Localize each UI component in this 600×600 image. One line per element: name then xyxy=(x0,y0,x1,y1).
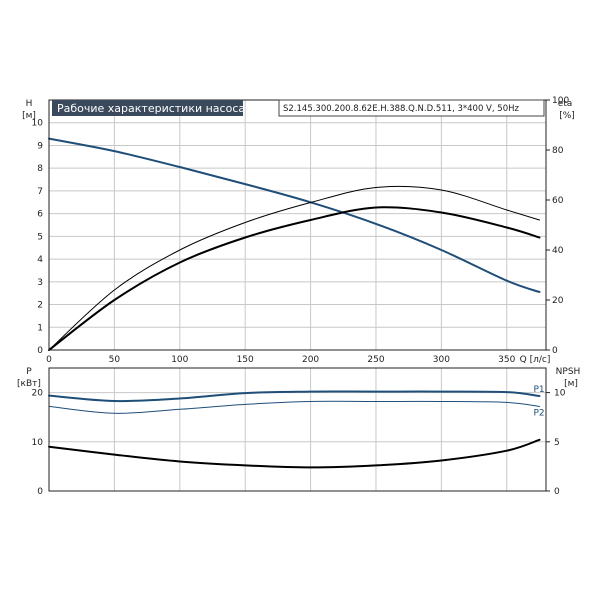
chart-subtitle-box xyxy=(278,99,545,117)
chart-title: Рабочие характеристики насоса xyxy=(57,102,245,115)
bottom-y2-tick-label: 5 xyxy=(554,438,560,448)
x-tick-label: 300 xyxy=(433,355,450,365)
bottom-y2-axis-label: NPSH xyxy=(556,367,581,377)
top-series-1-line xyxy=(48,185,540,351)
top-y2-tick-label: 0 xyxy=(552,346,558,356)
top-y2-axis-label: eta xyxy=(558,99,573,109)
top-y-tick-label: 5 xyxy=(37,232,43,242)
top-y-tick-label: 6 xyxy=(37,210,43,220)
top-y2-tick-label: 80 xyxy=(552,146,564,156)
top-y2-tick-label: 20 xyxy=(552,296,564,306)
bottom-series-0-line xyxy=(48,390,541,403)
bottom-y-tick-label: 10 xyxy=(32,438,44,448)
chart-subtitle: S2.145.300.200.8.62E.H.388.Q.N.D.511, 3*… xyxy=(283,104,519,114)
top-y-tick-label: 10 xyxy=(32,119,44,129)
top-y-axis-unit: [м] xyxy=(22,111,36,121)
top-y2-tick-label: 60 xyxy=(552,196,564,206)
bottom-series-2-line xyxy=(48,438,541,469)
bottom-plot-frame xyxy=(48,367,547,492)
bottom-series-1-line xyxy=(48,400,540,414)
x-tick-label: 0 xyxy=(46,355,52,365)
x-tick-label: 250 xyxy=(367,355,384,365)
series-layer xyxy=(48,137,541,469)
bottom-y2-tick-label: 0 xyxy=(554,487,560,497)
x-tick-label: 150 xyxy=(237,355,254,365)
x-tick-label: 200 xyxy=(302,355,319,365)
x-tick-label: 100 xyxy=(171,355,188,365)
grid-layer xyxy=(48,100,546,492)
bottom-y2-tick-label: 10 xyxy=(554,389,566,399)
top-y-tick-label: 1 xyxy=(37,323,43,333)
top-y-tick-label: 4 xyxy=(37,255,43,265)
top-y2-axis-unit: [%] xyxy=(559,111,575,121)
frame-layer xyxy=(48,99,550,492)
series-label-p2: P2 xyxy=(533,408,544,418)
top-series-2-line xyxy=(48,206,541,351)
top-y-tick-label: 8 xyxy=(37,164,43,174)
x-axis-label: Q [л/с] xyxy=(520,355,551,365)
top-y-tick-label: 3 xyxy=(37,278,43,288)
top-y2-tick-label: 40 xyxy=(552,246,564,256)
top-plot-frame xyxy=(48,99,547,351)
bottom-y-tick-label: 20 xyxy=(32,389,44,399)
bottom-y-tick-label: 0 xyxy=(37,487,43,497)
top-y-tick-label: 9 xyxy=(37,141,43,151)
bottom-y-axis-unit: [кВт] xyxy=(17,379,41,389)
top-y-axis-label: H xyxy=(26,99,33,109)
series-label-p1: P1 xyxy=(533,385,544,395)
top-y-tick-label: 0 xyxy=(37,346,43,356)
top-y-tick-label: 7 xyxy=(37,187,43,197)
x-tick-label: 350 xyxy=(498,355,515,365)
x-tick-label: 50 xyxy=(109,355,121,365)
top-series-0-line xyxy=(48,137,541,293)
bottom-y-axis-label: P xyxy=(26,367,32,377)
chart-title-box xyxy=(52,100,243,116)
top-y2-tick-label: 100 xyxy=(552,96,569,106)
top-y-tick-label: 2 xyxy=(37,301,43,311)
bottom-y2-axis-unit: [м] xyxy=(564,379,578,389)
